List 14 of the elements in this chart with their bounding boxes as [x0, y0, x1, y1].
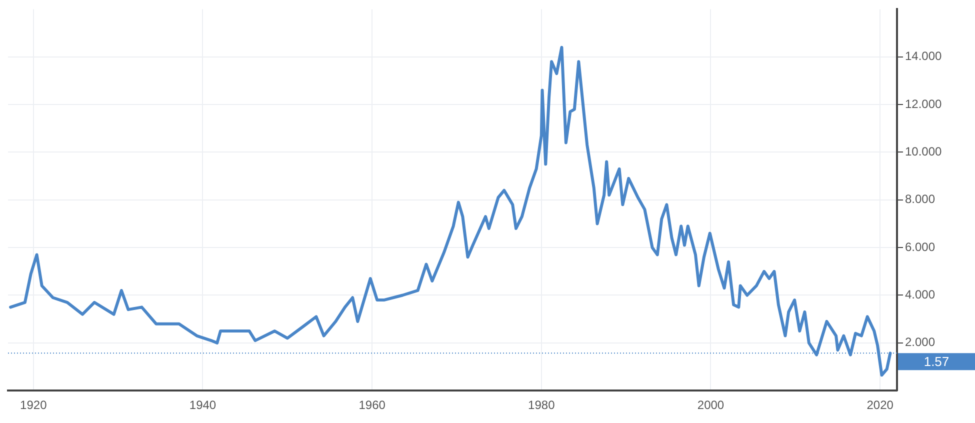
y-tick-label: 4.000	[905, 288, 936, 302]
y-tick-label: 6.000	[905, 240, 936, 254]
y-tick-label: 14.000	[905, 49, 942, 64]
x-tick-label: 2020	[866, 398, 894, 412]
y-tick-label: 2.000	[905, 335, 936, 350]
x-tick-label: 1960	[358, 398, 386, 412]
x-tick-label: 1920	[20, 398, 48, 412]
x-tick-label: 1940	[189, 398, 216, 412]
ref-line-label: 1.57	[924, 354, 950, 369]
x-tick-label: 1980	[528, 398, 556, 412]
x-tick-label: 2000	[697, 398, 724, 412]
y-tick-label: 12.000	[905, 96, 942, 111]
y-tick-label: 8.000	[905, 192, 936, 206]
y-tick-label: 10.000	[905, 144, 942, 159]
